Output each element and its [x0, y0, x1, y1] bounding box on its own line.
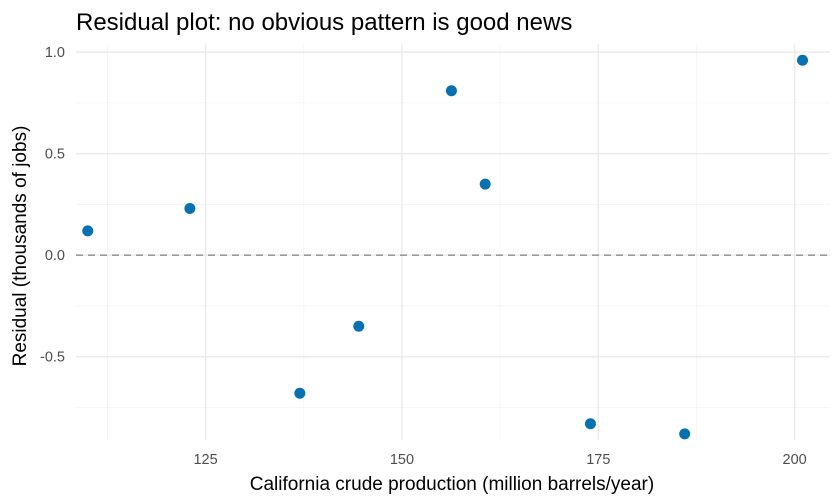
data-points: [82, 54, 809, 440]
data-point: [353, 320, 365, 332]
x-tick-label: 175: [586, 452, 610, 468]
data-point: [479, 178, 491, 190]
x-tick-label: 200: [783, 452, 807, 468]
data-point: [184, 202, 196, 214]
y-tick-label: 0.5: [45, 147, 65, 163]
data-point: [584, 418, 596, 430]
y-tick-label: 1.0: [45, 45, 65, 61]
data-point: [294, 387, 306, 399]
y-axis-ticks: -0.5 0.0 0.5 1.0: [40, 45, 65, 366]
data-point: [797, 54, 809, 66]
x-axis-ticks: 125 150 175 200: [193, 452, 806, 468]
data-point: [82, 225, 94, 237]
x-axis-label: California crude production (million bar…: [250, 474, 654, 495]
x-tick-label: 150: [390, 452, 414, 468]
y-tick-label: -0.5: [40, 350, 65, 366]
x-tick-label: 125: [193, 452, 217, 468]
y-axis-label: Residual (thousands of jobs): [10, 126, 31, 367]
grid-lines: [76, 44, 830, 440]
chart-title: Residual plot: no obvious pattern is goo…: [76, 9, 572, 36]
data-point: [445, 85, 457, 97]
data-point: [679, 428, 691, 440]
y-tick-label: 0.0: [45, 248, 65, 264]
